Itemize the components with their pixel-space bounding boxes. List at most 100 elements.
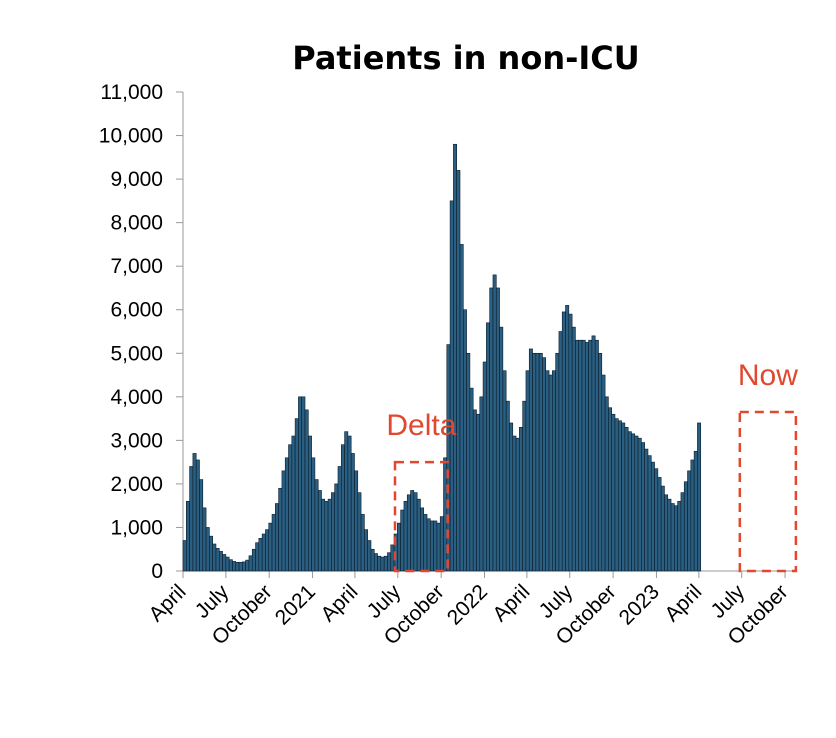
y-tick-label: 7,000	[110, 255, 163, 278]
bar	[578, 339, 583, 572]
bar	[591, 335, 596, 572]
y-tick-label: 6,000	[110, 299, 163, 322]
bar	[588, 339, 593, 572]
bar	[647, 455, 652, 572]
y-axis: 0 1,000 2,000 3,000 4,000 5,000 6,000 7,000 8,00…	[99, 81, 184, 583]
bar	[548, 374, 553, 572]
bar	[232, 561, 237, 572]
bar	[284, 457, 289, 572]
x-tick-label: 2021	[271, 580, 320, 629]
bar	[644, 448, 649, 572]
annotation-box	[738, 410, 798, 573]
bar	[205, 527, 210, 572]
bar	[614, 418, 619, 572]
bar	[650, 461, 655, 572]
bar	[189, 466, 194, 572]
bar	[420, 507, 425, 572]
bar	[558, 331, 563, 572]
chart-title: Patients in non-ICU	[292, 39, 640, 77]
bar	[199, 479, 204, 572]
bar	[502, 370, 507, 572]
y-tick-label: 4,000	[110, 386, 163, 409]
bar	[561, 311, 566, 572]
bar	[459, 244, 464, 572]
bar	[486, 322, 490, 572]
bar	[311, 457, 316, 572]
bar	[449, 200, 454, 572]
y-tick-label: 5,000	[110, 342, 163, 365]
bar	[202, 507, 207, 572]
bar	[697, 422, 702, 572]
bar	[604, 396, 609, 572]
bar	[288, 444, 293, 572]
bar	[271, 514, 276, 572]
bar	[479, 396, 484, 572]
bar	[505, 400, 510, 572]
bar	[469, 387, 474, 572]
annotation-label: Now	[738, 359, 798, 392]
bar	[182, 540, 187, 572]
bar	[364, 529, 368, 572]
bar	[298, 396, 303, 572]
bar	[344, 431, 349, 572]
bar	[347, 435, 352, 572]
bar	[251, 548, 256, 572]
bar	[627, 431, 632, 572]
bar	[660, 485, 665, 572]
bar	[641, 442, 645, 572]
bar	[598, 352, 603, 572]
bar	[413, 492, 418, 572]
bar	[453, 143, 458, 572]
y-tick-label: 8,000	[110, 212, 163, 235]
bar	[624, 426, 629, 572]
bar	[294, 418, 299, 572]
bar	[542, 357, 547, 572]
bar	[373, 553, 378, 572]
y-tick-label: 3,000	[110, 429, 163, 452]
bar	[571, 326, 576, 572]
bar	[482, 361, 487, 572]
bar	[314, 479, 319, 572]
bar	[317, 490, 322, 572]
bar	[225, 556, 230, 572]
bar	[492, 274, 497, 572]
bar	[242, 561, 246, 572]
bar	[637, 437, 642, 572]
bar	[677, 501, 682, 572]
bar	[657, 477, 662, 572]
bar	[357, 492, 362, 572]
bar	[185, 501, 190, 572]
bar	[406, 494, 411, 572]
x-tick-label: April	[317, 580, 363, 626]
bar	[664, 494, 669, 572]
bar	[617, 420, 622, 572]
bar	[667, 498, 672, 572]
bar	[261, 533, 266, 572]
bar	[611, 413, 616, 572]
bar	[489, 287, 494, 572]
bar	[215, 548, 220, 572]
bar	[228, 559, 233, 572]
bar	[509, 422, 514, 572]
bar	[209, 535, 213, 572]
x-tick-label: 2022	[443, 580, 492, 629]
bar	[436, 522, 441, 572]
bar	[433, 520, 438, 572]
bar	[245, 559, 250, 572]
bar	[360, 514, 365, 572]
bar	[268, 522, 273, 572]
bar	[581, 339, 586, 572]
bar	[383, 555, 388, 572]
bar	[601, 374, 606, 572]
annotation-label: Delta	[386, 409, 456, 442]
y-tick-label: 2,000	[110, 473, 163, 496]
bar	[281, 470, 286, 572]
bar	[430, 520, 434, 572]
bar	[634, 435, 639, 572]
bar	[538, 352, 543, 572]
bar	[235, 561, 240, 572]
bar-series	[182, 143, 702, 572]
y-tick-label: 9,000	[110, 168, 163, 191]
bar	[350, 453, 355, 572]
bar	[192, 453, 197, 572]
